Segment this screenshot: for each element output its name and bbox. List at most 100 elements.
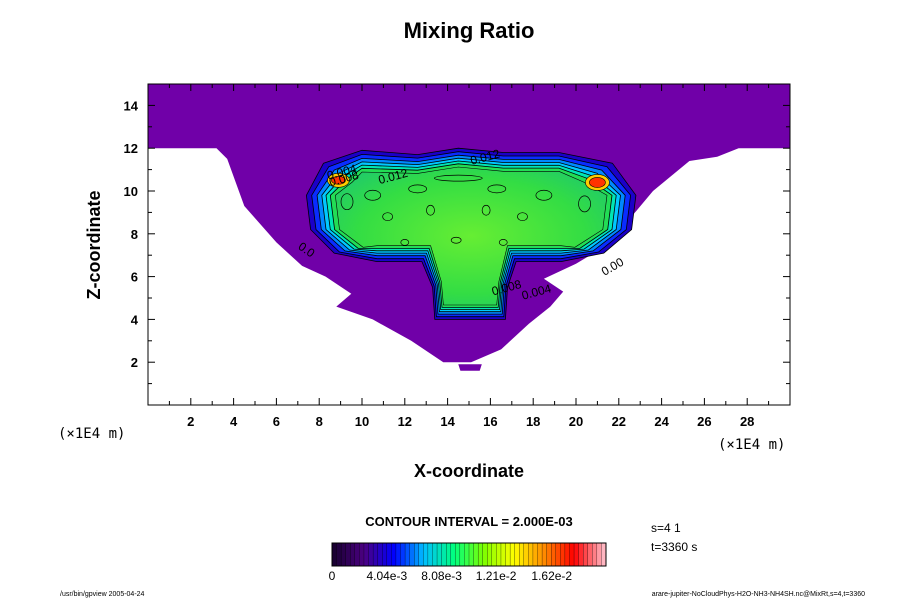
colorbar-cell — [464, 542, 470, 567]
colorbar-cell — [532, 542, 538, 567]
colorbar-cell — [477, 542, 484, 567]
colorbar-cell — [331, 542, 338, 567]
y-axis-ticks: 2 4 6 8 10 12 14 — [124, 98, 790, 385]
chart-title: Mixing Ratio — [404, 18, 535, 43]
footer-right: arare-jupiter-NoCloudPhys-H2O-NH3-NH4SH.… — [652, 591, 865, 598]
y-tick-label: 10 — [124, 184, 138, 199]
x-tick-label: 18 — [526, 414, 540, 429]
colorbar-cell — [583, 542, 589, 567]
colorbar-cell — [541, 542, 548, 567]
colorbar-cell — [368, 542, 374, 567]
colorbar-cell — [519, 542, 525, 567]
contour-label: 0.00 — [599, 255, 627, 279]
y-tick-label: 6 — [131, 270, 138, 285]
colorbar-cell — [560, 542, 566, 567]
x-tick-label: 26 — [697, 414, 711, 429]
colorbar-cell — [468, 542, 475, 567]
colorbar-cell — [496, 542, 502, 567]
colorbar-cell — [436, 542, 443, 567]
colorbar-cell — [509, 542, 516, 567]
colorbar-cell — [386, 542, 392, 567]
contour-lines — [340, 174, 591, 246]
colorbar-cell — [372, 542, 379, 567]
colorbar-cell — [340, 542, 347, 567]
colorbar-cell — [569, 542, 575, 567]
x-tick-label: 14 — [440, 414, 455, 429]
max-patch-right — [589, 177, 606, 188]
colorbar-cell — [491, 542, 497, 567]
colorbar-cell — [363, 542, 369, 567]
colorbar-cell — [409, 542, 415, 567]
colorbar-cell — [336, 542, 342, 567]
colorbar-cell — [523, 542, 529, 567]
colorbar-cell — [459, 542, 465, 567]
inner-contour-5 — [578, 195, 591, 213]
colorbar-cell — [573, 542, 580, 567]
x-tick-label: 8 — [316, 414, 323, 429]
colorbar-cell — [414, 542, 420, 567]
colorbar-frame — [331, 542, 607, 567]
colorbar-cell — [441, 542, 447, 567]
inner-contour-2 — [340, 193, 354, 211]
footer-left: /usr/bin/gpview 2005-04-24 — [60, 591, 145, 598]
inner-contour-1 — [364, 189, 382, 201]
colorbar-cell — [473, 542, 479, 567]
inner-contour-7 — [408, 184, 427, 194]
x-tick-label: 16 — [483, 414, 497, 429]
colorbar-cell — [514, 542, 520, 567]
inner-contour-6 — [517, 212, 528, 222]
max-patch-left — [331, 176, 346, 185]
contour-field — [148, 84, 790, 371]
y-axis-label: Z-coordinate — [84, 190, 104, 299]
colorbar-label: 0 — [329, 569, 336, 583]
colorbar-cell — [564, 542, 570, 567]
colorbar-cell — [382, 542, 388, 567]
colorbar-cell — [546, 542, 552, 567]
colorbar — [331, 542, 607, 567]
x-tick-label: 6 — [273, 414, 280, 429]
colorbar-cell — [555, 542, 561, 567]
cloud-core — [334, 166, 608, 306]
x-tick-label: 10 — [355, 414, 369, 429]
colorbar-cell — [432, 542, 438, 567]
colorbar-cell — [395, 542, 401, 567]
colorbar-cell — [423, 542, 429, 567]
x-tick-label: 22 — [612, 414, 626, 429]
z-units-label: (×1E4 m) — [58, 426, 125, 442]
colorbar-cell — [418, 542, 424, 567]
x-tick-label: 12 — [398, 414, 412, 429]
x-tick-label: 4 — [230, 414, 238, 429]
colorbar-label: 1.62e-2 — [531, 569, 572, 583]
colorbar-cell — [528, 542, 534, 567]
colorbar-cell — [377, 542, 383, 567]
x-units-label: (×1E4 m) — [718, 437, 785, 453]
colorbar-cell — [354, 542, 360, 567]
x-axis-ticks: 2 4 6 8 10 12 14 16 18 20 22 24 26 28 — [168, 84, 770, 429]
colorbar-cell — [404, 542, 411, 567]
inner-contour-9 — [433, 174, 483, 182]
y-tick-label: 8 — [131, 227, 138, 242]
colorbar-label: 1.21e-2 — [476, 569, 517, 583]
inner-contour-4 — [535, 189, 553, 201]
colorbar-cell — [350, 542, 356, 567]
inner-contour-14 — [481, 204, 491, 216]
colorbar-label: 4.04e-3 — [366, 569, 407, 583]
colorbar-cell — [427, 542, 433, 567]
time-annotation: t=3360 s — [651, 540, 697, 554]
colorbar-cell — [592, 542, 598, 567]
colorbar-labels: 0 4.04e-3 8.08e-3 1.21e-2 1.62e-2 — [329, 569, 573, 583]
colorbar-cell — [400, 542, 406, 567]
colorbar-cell — [482, 542, 488, 567]
colorbar-cell — [587, 542, 593, 567]
colorbar-cell — [450, 542, 456, 567]
x-tick-label: 2 — [187, 414, 194, 429]
contour-interval: CONTOUR INTERVAL = 2.000E-03 — [365, 514, 572, 529]
x-axis-label: X-coordinate — [414, 461, 524, 481]
x-tick-label: 28 — [740, 414, 754, 429]
inner-contour-8 — [487, 184, 507, 194]
x-tick-label: 20 — [569, 414, 583, 429]
colorbar-cell — [578, 542, 584, 567]
colorbar-cell — [359, 542, 365, 567]
colorbar-cell — [537, 542, 543, 567]
